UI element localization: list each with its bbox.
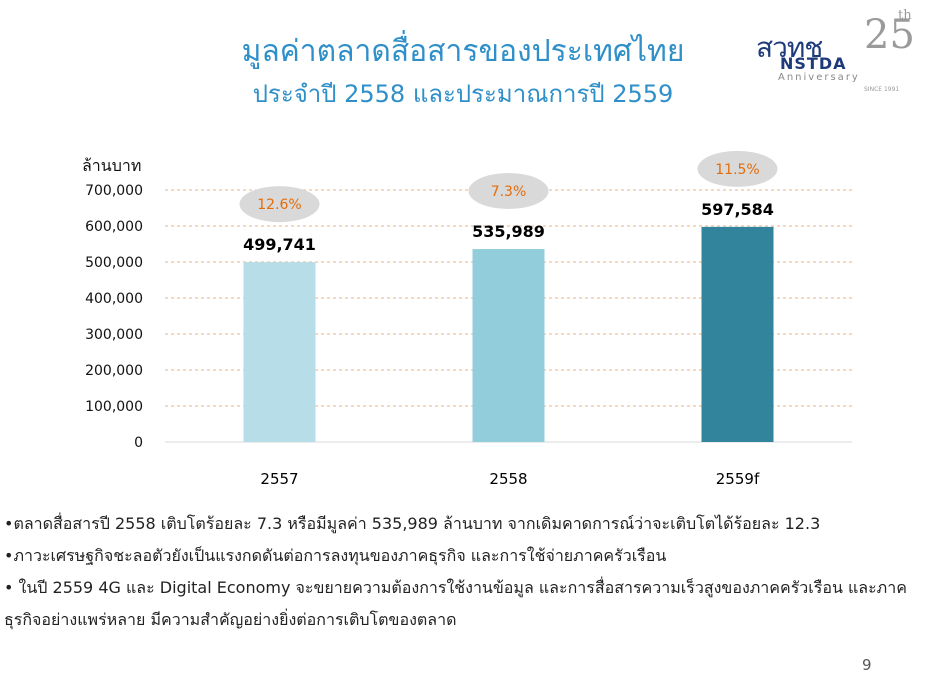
slide-subtitle: ประจำปี 2558 และประมาณการปี 2559: [252, 80, 674, 108]
logo-anniversary-word: Anniversary: [778, 72, 860, 83]
x-tick-label: 2558: [489, 470, 527, 488]
bullet-item: •ภาวะเศรษฐกิจชะลอตัวยังเป็นแรงกดดันต่อกา…: [4, 546, 667, 565]
y-tick-label: 600,000: [85, 219, 143, 235]
y-tick-label: 300,000: [85, 327, 143, 343]
y-tick-label: 500,000: [85, 255, 143, 271]
logo-anniversary-suffix: th: [898, 8, 912, 23]
y-tick-label: 400,000: [85, 291, 143, 307]
y-axis-label: ล้านบาท: [82, 156, 141, 175]
growth-label: 12.6%: [257, 197, 301, 213]
data-label: 499,741: [243, 235, 316, 254]
bullet-item: •ตลาดสื่อสารปี 2558 เติบโตร้อยละ 7.3 หรื…: [4, 514, 821, 533]
page-number: 9: [862, 656, 872, 674]
logo-sub: NSTDA: [780, 54, 847, 73]
growth-ellipse: [239, 186, 320, 223]
bar: [701, 226, 774, 442]
bullet-list: •ตลาดสื่อสารปี 2558 เติบโตร้อยละ 7.3 หรื…: [4, 508, 922, 636]
slide-title: มูลค่าตลาดสื่อสารของประเทศไทย: [241, 34, 685, 69]
y-tick-label: 100,000: [85, 399, 143, 415]
bar: [472, 249, 545, 442]
y-tick-label: 0: [134, 435, 143, 451]
logo-since: SINCE 1991: [864, 86, 900, 93]
logo-name: สวทช: [756, 31, 823, 64]
growth-ellipse: [468, 173, 549, 210]
data-label: 597,584: [701, 200, 774, 219]
x-tick-label: 2557: [260, 470, 298, 488]
x-tick-label: 2559f: [716, 470, 760, 488]
bullet-item: • ในปี 2559 4G และ Digital Economy จะขยา…: [4, 578, 907, 629]
growth-label: 7.3%: [491, 184, 527, 200]
logo-anniversary-number: 25: [864, 12, 915, 58]
growth-ellipse: [697, 150, 778, 187]
data-label: 535,989: [472, 222, 545, 241]
growth-label: 11.5%: [715, 162, 759, 178]
bar-chart: ล้านบาท 0 100,000 200,000 300,000 400,000 500,…: [82, 150, 852, 488]
y-tick-label: 700,000: [85, 183, 143, 199]
bar: [243, 262, 316, 442]
y-tick-label: 200,000: [85, 363, 143, 379]
nstda-logo: สวทช NSTDA 25 th Anniversary SINCE 1991: [756, 8, 918, 96]
